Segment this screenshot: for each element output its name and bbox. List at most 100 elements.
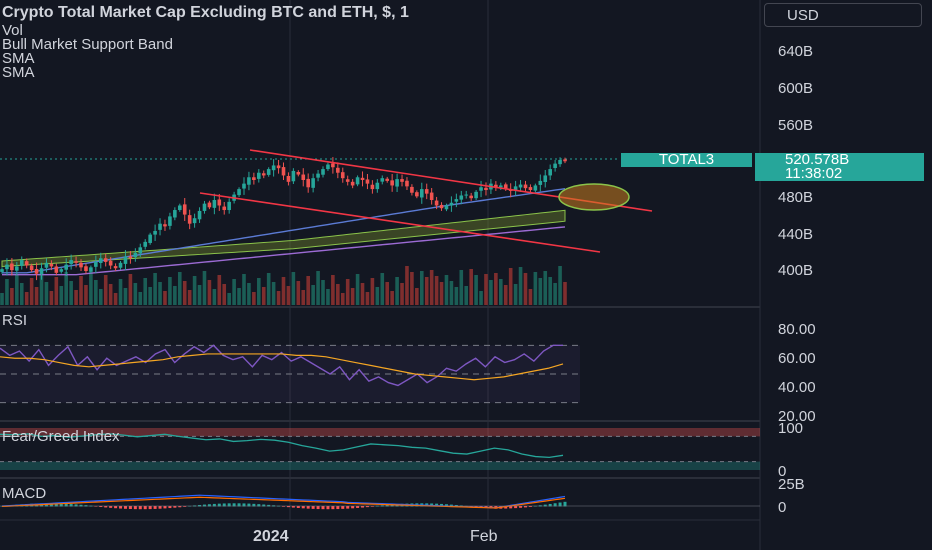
macd-histogram-bar <box>173 506 177 508</box>
bull-market-support-band <box>1 209 566 267</box>
macd-histogram-bar <box>94 506 98 507</box>
macd-histogram-bar <box>267 504 271 507</box>
candle-body <box>10 263 14 271</box>
indicator-sma-2[interactable]: SMA <box>2 64 35 81</box>
volume-bar <box>257 278 261 305</box>
volume-bar <box>498 279 503 305</box>
volume-bar <box>513 284 518 305</box>
candle-body <box>365 179 370 184</box>
candle-body <box>168 216 172 226</box>
candle-body <box>340 172 345 179</box>
candle-body <box>187 215 192 224</box>
macd-histogram-bar <box>390 504 394 507</box>
candle-body <box>74 261 78 263</box>
candle-body <box>360 177 365 180</box>
indicator-sma-1[interactable]: SMA <box>2 50 35 67</box>
rsi-label[interactable]: RSI <box>2 312 28 329</box>
rsi-tick: 60.00 <box>778 350 816 367</box>
volume-bar <box>103 275 108 305</box>
volume-bar <box>503 285 508 305</box>
volume-bar <box>227 293 231 305</box>
volume-bar <box>187 290 192 305</box>
last-price-tag: 520.578B 11:38:02 <box>755 152 924 182</box>
volume-bar <box>108 284 113 305</box>
candle-body <box>345 179 350 182</box>
macd-histogram-bar <box>153 506 157 509</box>
candle-body <box>34 268 39 274</box>
volume-bar <box>59 286 64 305</box>
macd-histogram-bar <box>217 503 221 507</box>
macd-histogram-bar <box>138 506 142 510</box>
volume-bar <box>79 276 83 305</box>
fear-greed-label[interactable]: Fear/Greed Index <box>2 428 120 445</box>
volume-bar <box>69 281 73 305</box>
macd-histogram-bar <box>519 506 523 508</box>
volume-bar <box>64 272 69 305</box>
bar-countdown: 11:38:02 <box>785 165 843 182</box>
candle-body <box>484 187 488 191</box>
macd-histogram-bar <box>282 506 285 507</box>
candle-body <box>138 247 143 254</box>
macd-histogram-bar <box>109 506 113 508</box>
volume-bar <box>405 266 409 305</box>
macd-histogram-bar <box>163 506 167 509</box>
macd-histogram-bar <box>54 503 58 507</box>
candle-body <box>415 192 419 197</box>
macd-label[interactable]: MACD <box>2 485 47 502</box>
volume-bar <box>311 285 315 305</box>
candle-body <box>202 203 207 211</box>
candle-body <box>370 184 375 190</box>
candle-body <box>222 206 227 211</box>
candle-body <box>94 261 98 267</box>
volume-bar <box>247 283 251 305</box>
macd-histogram-bar <box>341 506 345 509</box>
rsi-tick: 80.00 <box>778 321 816 338</box>
macd-tick: 25B <box>778 476 805 493</box>
candle-body <box>410 186 414 193</box>
candle-body <box>503 184 508 190</box>
volume-bar <box>113 293 118 305</box>
volume-bar <box>518 267 523 305</box>
macd-histogram-bar <box>509 506 513 509</box>
indicator-bull-band[interactable]: Bull Market Support Band <box>2 36 173 53</box>
macd-signal-line <box>1 496 566 509</box>
macd-histogram-bar <box>59 503 63 507</box>
candle-body <box>444 205 449 210</box>
volume-bar <box>153 273 157 305</box>
candle-body <box>242 183 246 189</box>
volume-bar <box>222 284 227 305</box>
macd-histogram-bar <box>449 504 453 507</box>
fear-greed-tick: 0 <box>778 463 787 480</box>
volume-bar <box>553 283 557 305</box>
candle-body <box>207 202 212 208</box>
macd-histogram-bar <box>365 506 369 508</box>
macd-histogram-bar <box>321 506 325 510</box>
volume-bar <box>484 274 488 305</box>
volume-bar <box>444 275 449 305</box>
volume-bar <box>133 283 138 305</box>
candle-body <box>350 181 355 186</box>
price-tick: 480B <box>778 189 814 206</box>
macd-histogram-bar <box>49 503 53 507</box>
currency-select[interactable]: USD <box>764 3 922 27</box>
candle-body <box>494 184 498 188</box>
volume-bar <box>24 292 29 305</box>
volume-bar <box>424 277 429 305</box>
macd-histogram-bar <box>301 506 305 509</box>
indicator-vol[interactable]: Vol <box>2 22 23 39</box>
candle-body <box>173 210 177 218</box>
candle-body <box>271 165 276 171</box>
candle-body <box>518 184 523 188</box>
candle-body <box>321 169 325 175</box>
candle-body <box>54 266 59 273</box>
candle-body <box>380 178 385 182</box>
candle-body <box>558 159 562 165</box>
candle-body <box>454 199 459 202</box>
volume-bar <box>118 279 123 305</box>
candle-body <box>311 178 315 188</box>
macd-histogram-bar <box>361 506 365 508</box>
macd-histogram-bar <box>252 503 256 507</box>
candle-body <box>49 263 54 267</box>
volume-bar <box>454 287 459 305</box>
